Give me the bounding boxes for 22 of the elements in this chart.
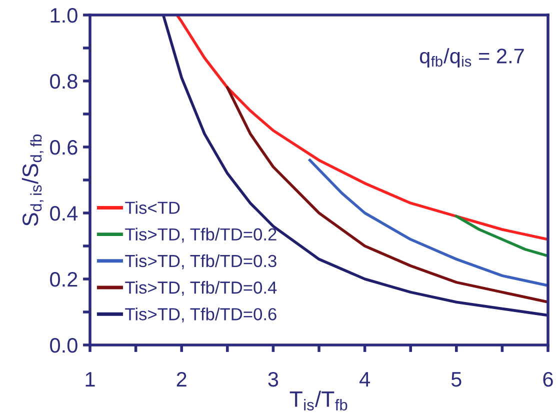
y-tick-label: 0.2 bbox=[50, 272, 78, 287]
x-tick-label: 2 bbox=[176, 372, 186, 386]
x-tick-label: 4 bbox=[359, 372, 370, 386]
x-tick-label: 3 bbox=[268, 372, 278, 387]
x-tick-label: 6 bbox=[543, 372, 553, 387]
legend-label: Tis>TD, Tfb/TD=0.6 bbox=[125, 308, 276, 322]
y-tick-label: 0.8 bbox=[50, 74, 78, 89]
x-tick-label: 5 bbox=[451, 372, 462, 387]
legend-label: Tis>TD, Tfb/TD=0.4 bbox=[125, 281, 277, 296]
legend-label: Tis>TD, Tfb/TD=0.3 bbox=[125, 254, 276, 270]
y-tick-label: 0.0 bbox=[50, 338, 78, 353]
line-series bbox=[308, 158, 548, 287]
annotation: q$_{fb}$/q$_{is}$ = 2.7 bbox=[420, 48, 524, 68]
y-tick-label: 1.0 bbox=[50, 8, 78, 23]
y-axis-title: S$_{d,is}$/S$_{d,fb}$ bbox=[22, 134, 44, 226]
x-axis-title: T$_{is}$/T$_{fb}$ bbox=[290, 390, 348, 410]
y-tick-label: 0.6 bbox=[50, 140, 78, 155]
legend-label: Tis<TD bbox=[125, 201, 180, 214]
y-tick-label: 0.4 bbox=[50, 206, 78, 221]
x-tick-label: 1 bbox=[86, 372, 95, 386]
line-series bbox=[455, 214, 548, 258]
legend-label: Tis>TD, Tfb/TD=0.2 bbox=[125, 228, 276, 243]
